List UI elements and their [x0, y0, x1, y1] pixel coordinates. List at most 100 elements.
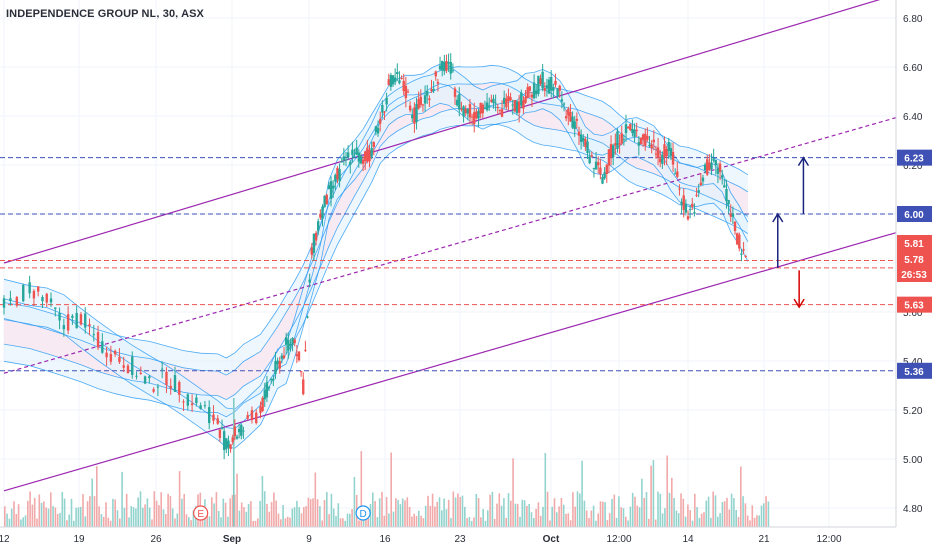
- volume-bar: [482, 509, 484, 527]
- candle-body: [496, 106, 499, 108]
- candle-body: [312, 233, 316, 253]
- volume-bar: [381, 491, 383, 527]
- volume-bar: [358, 520, 360, 527]
- candle-body: [109, 353, 113, 362]
- candle-body: [280, 355, 284, 359]
- candle-body: [250, 410, 254, 420]
- candle-body: [686, 216, 690, 220]
- volume-bar: [503, 498, 505, 527]
- candle-body: [391, 75, 395, 85]
- candle-body: [466, 109, 470, 114]
- volume-bar: [661, 513, 664, 527]
- candle-body: [558, 85, 561, 91]
- volume-bar: [443, 498, 445, 527]
- volume-bar: [657, 491, 659, 527]
- volume-bar: [349, 513, 351, 527]
- candle-body: [646, 136, 649, 140]
- candle-body: [590, 155, 594, 157]
- candle-body: [229, 444, 232, 450]
- candle-body: [639, 137, 643, 145]
- candle-body: [571, 116, 574, 128]
- candle-body: [396, 72, 399, 75]
- volume-bar: [687, 504, 689, 527]
- volume-bar: [119, 518, 121, 527]
- candle-body: [641, 134, 645, 140]
- price-level-tag: [897, 206, 932, 222]
- volume-bar: [756, 515, 758, 527]
- candle-body: [449, 61, 452, 74]
- volume-bar: [52, 506, 54, 527]
- volume-bar: [369, 504, 372, 527]
- candle-body: [684, 203, 688, 213]
- candle-body: [336, 168, 339, 180]
- volume-bar: [8, 518, 11, 527]
- volume-bar: [696, 507, 698, 527]
- candle-body: [237, 428, 241, 433]
- volume-bar: [470, 520, 473, 527]
- volume-bar: [583, 500, 586, 527]
- candle-body: [267, 387, 271, 389]
- volume-bar: [130, 506, 133, 527]
- price-level-tag-label: 6.23: [904, 154, 924, 165]
- x-tick-label: 9: [306, 534, 312, 545]
- candle-body: [379, 119, 382, 124]
- volume-bar: [247, 503, 250, 527]
- volume-bar: [763, 503, 765, 527]
- fast-band-line: [3, 63, 749, 410]
- volume-bar: [530, 512, 533, 527]
- volume-bar: [211, 497, 213, 527]
- volume-bar: [751, 505, 754, 527]
- volume-bar: [146, 498, 149, 527]
- volume-bar: [703, 512, 705, 527]
- candle-body: [368, 150, 371, 162]
- volume-bar: [109, 520, 112, 527]
- volume-bar: [519, 516, 521, 527]
- slow-band-line: [3, 123, 749, 418]
- volume-bar: [560, 497, 563, 527]
- candle-body: [342, 156, 346, 160]
- volume-bar: [250, 501, 252, 527]
- x-tick-label: 19: [73, 534, 85, 545]
- volume-bar: [553, 498, 556, 527]
- volume-bar: [96, 466, 98, 527]
- volume-bar: [707, 496, 710, 527]
- candle-body: [603, 172, 606, 179]
- candle-body: [182, 401, 185, 403]
- candle-body: [691, 203, 694, 207]
- volume-bar: [259, 500, 261, 527]
- candle-body: [340, 161, 343, 163]
- candle-body: [105, 352, 108, 358]
- volume-bar: [254, 520, 257, 527]
- volume-bar: [123, 507, 126, 527]
- candle-body: [703, 164, 707, 171]
- volume-bar: [629, 506, 632, 527]
- volume-bar: [233, 398, 235, 527]
- volume-bar: [574, 506, 576, 527]
- candle-body: [400, 78, 403, 80]
- x-tick-label: 21: [758, 534, 770, 545]
- candle-body: [526, 87, 529, 98]
- volume-bar: [528, 504, 530, 527]
- candle-body: [92, 334, 95, 336]
- volume-bar: [68, 514, 70, 527]
- volume-bar: [558, 506, 560, 527]
- candle-body: [438, 65, 442, 70]
- candle-body: [498, 109, 502, 111]
- volume-bar: [50, 492, 52, 527]
- volume-bar: [229, 498, 231, 527]
- volume-bar: [190, 520, 192, 527]
- volume-bar: [719, 513, 721, 527]
- volume-bar: [137, 497, 139, 527]
- volume-bar: [36, 518, 38, 527]
- volume-bar: [227, 516, 229, 527]
- volume-bar: [40, 502, 43, 527]
- candle-body: [190, 403, 194, 406]
- candle-body: [505, 98, 508, 108]
- volume-bar: [178, 471, 181, 527]
- volume-bar: [457, 493, 459, 527]
- volume-bar: [634, 496, 636, 527]
- candle-body: [733, 221, 737, 231]
- candle-body: [601, 177, 604, 184]
- volume-bar: [174, 518, 176, 527]
